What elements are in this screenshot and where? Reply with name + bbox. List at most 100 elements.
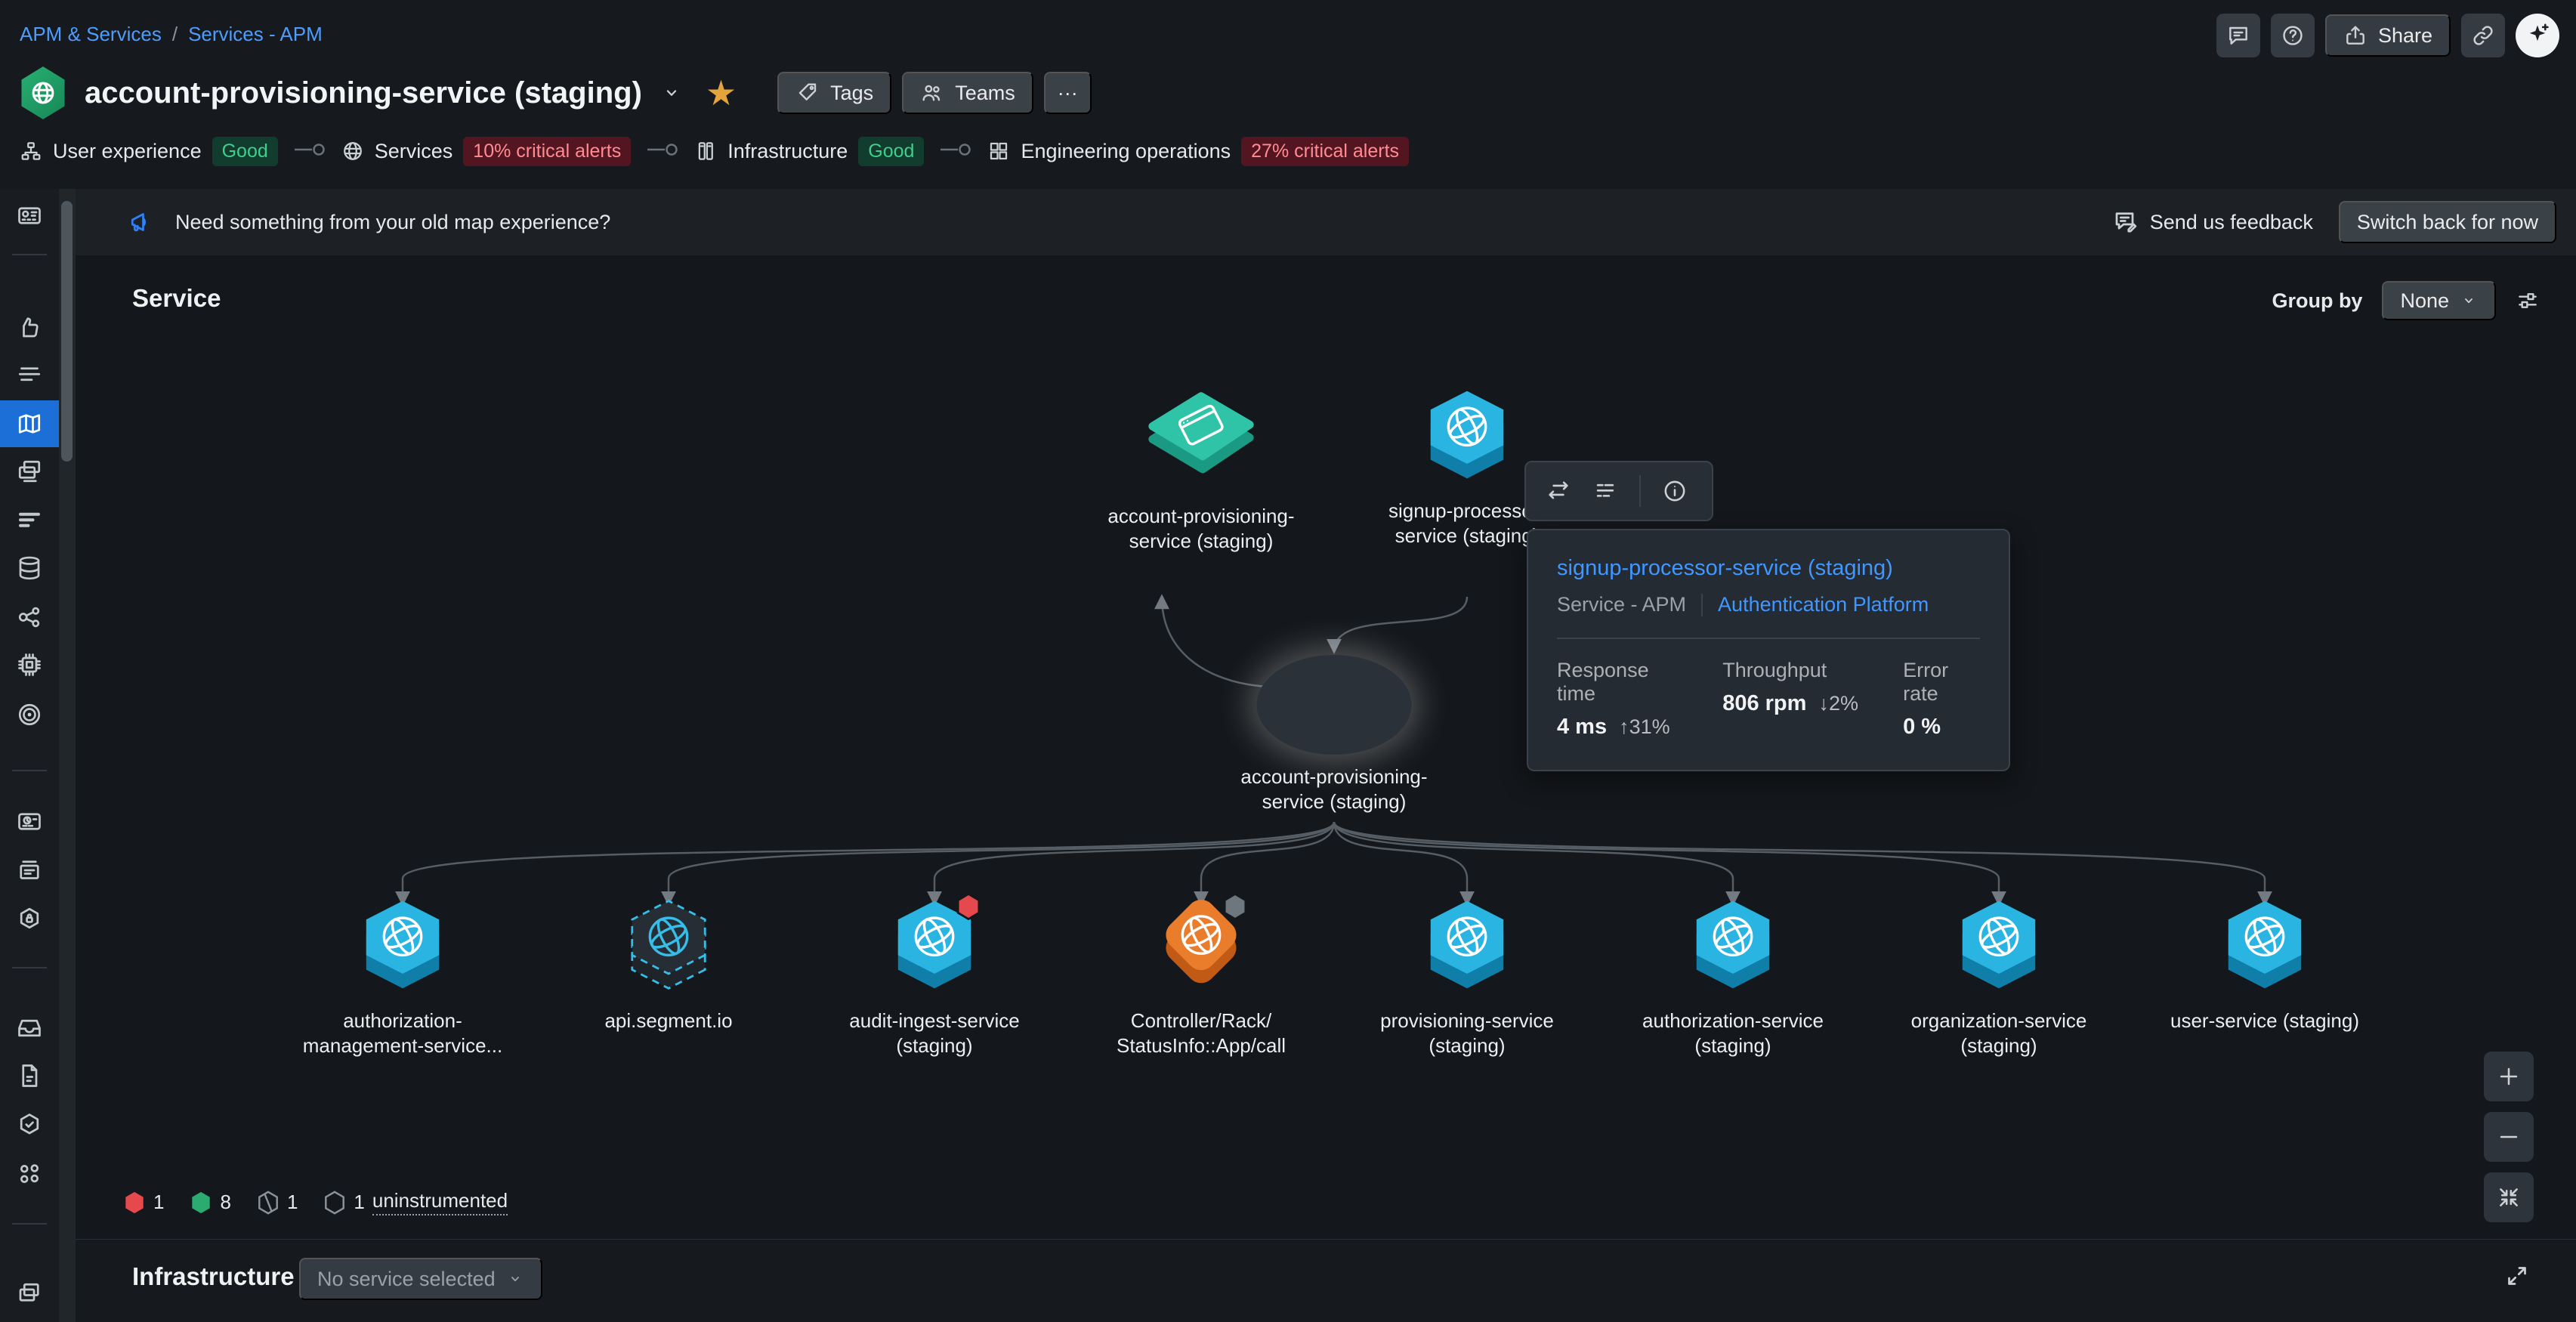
sidebar-item-database[interactable] xyxy=(0,545,59,592)
node-label: account-provisioning-service (staging) xyxy=(1240,765,1428,813)
infrastructure-service-select[interactable]: No service selected xyxy=(299,1258,542,1300)
switch-back-button[interactable]: Switch back for now xyxy=(2338,201,2556,243)
map-settings-button[interactable] xyxy=(2516,289,2540,313)
selected-node-halo xyxy=(1256,655,1412,755)
service-node-controller-rack-statusinfo-app-call[interactable]: Controller/Rack/StatusInfo::App/call xyxy=(1095,893,1307,1058)
service-node-signup-processor-service-staging[interactable]: signup-processor-service (staging) xyxy=(1361,386,1573,548)
zoom-out-button[interactable] xyxy=(2484,1112,2534,1162)
service-node-user-service-staging[interactable]: user-service (staging) xyxy=(2159,896,2371,1033)
service-node-account-provisioning-service-staging[interactable]: account-provisioning-service (staging) xyxy=(1228,652,1440,814)
node-label: user-service (staging) xyxy=(2170,1009,2359,1032)
dependency-connector-icon xyxy=(294,143,325,156)
service-node-icon xyxy=(897,900,971,989)
favorite-star-icon[interactable]: ★ xyxy=(705,73,737,113)
sidebar-item-document[interactable] xyxy=(0,1052,59,1099)
node-tooltip: signup-processor-service (staging) Servi… xyxy=(1527,529,2010,771)
share-button[interactable]: Share xyxy=(2324,14,2451,57)
sidebar-item-bars[interactable] xyxy=(0,497,59,544)
sidebar-item-copies[interactable] xyxy=(0,1271,59,1317)
expand-section-button[interactable] xyxy=(2500,1259,2534,1293)
document-icon xyxy=(22,1064,38,1087)
scorecard-user-experience[interactable]: User experience Good xyxy=(20,136,278,166)
bars-icon xyxy=(19,512,40,527)
breadcrumb-link-services-apm[interactable]: Services - APM xyxy=(188,23,323,45)
service-node-icon xyxy=(1696,900,1770,989)
scorecard-infrastructure[interactable]: Infrastructure Good xyxy=(694,136,925,166)
sidebar-item-chip[interactable] xyxy=(0,641,59,688)
infrastructure-section: Infrastructure No service selected xyxy=(76,1239,2576,1322)
service-node-authorization-service-staging[interactable]: authorization-service (staging) xyxy=(1627,896,1839,1058)
dashboard-icon xyxy=(18,207,41,224)
sidebar-item-target[interactable] xyxy=(0,691,59,738)
node-info-button[interactable] xyxy=(1662,478,1688,504)
scorecard-engineering-operations[interactable]: Engineering operations 27% critical alert… xyxy=(987,136,1410,166)
expand-icon xyxy=(2508,1267,2526,1285)
help-button[interactable] xyxy=(2270,14,2315,57)
sidebar-item-verified[interactable] xyxy=(0,1101,59,1148)
service-node-account-provisioning-service-staging[interactable]: account-provisioning-service (staging) xyxy=(1095,391,1307,554)
scorecard-label: Services xyxy=(374,139,453,162)
view-connections-button[interactable] xyxy=(1546,478,1571,504)
node-label: Controller/Rack/StatusInfo::App/call xyxy=(1116,1009,1286,1057)
service-map-edge xyxy=(1333,821,1475,907)
scorecard-connector xyxy=(646,140,679,163)
service-node-authorization-management-service...[interactable]: authorization-management-service... xyxy=(297,896,508,1058)
service-node-audit-ingest-service-staging[interactable]: audit-ingest-service (staging) xyxy=(829,893,1040,1058)
breadcrumb-link-apm-services[interactable]: APM & Services xyxy=(20,23,162,45)
service-node-icon xyxy=(1430,391,1504,479)
sidebar-item-windows[interactable] xyxy=(0,448,59,495)
filter-lines-icon xyxy=(1596,483,1614,497)
chat-button[interactable] xyxy=(2216,14,2260,57)
uninstrumented-link[interactable]: uninstrumented xyxy=(372,1189,508,1215)
monitor-icon xyxy=(18,813,41,830)
group-by-select[interactable]: None xyxy=(2382,281,2496,320)
database-icon xyxy=(19,556,40,580)
target-icon xyxy=(18,703,41,726)
service-node-api.segment.io[interactable]: api.segment.io xyxy=(563,896,774,1033)
copy-link-button[interactable] xyxy=(2461,14,2505,57)
view-traces-button[interactable] xyxy=(1592,478,1618,504)
page-title[interactable]: account-provisioning-service (staging) xyxy=(85,76,642,110)
share-icon xyxy=(2346,26,2364,45)
sidebar-item-thumbs-up[interactable] xyxy=(0,304,59,351)
sidebar-item-map[interactable] xyxy=(0,400,59,447)
fit-to-screen-button[interactable] xyxy=(2484,1172,2534,1222)
service-node-organization-service-staging[interactable]: organization-service (staging) xyxy=(1893,896,2105,1058)
scorecard-badge: Good xyxy=(858,136,925,166)
service-node-icon xyxy=(1148,392,1254,474)
send-feedback-link[interactable]: Send us feedback xyxy=(2112,208,2313,236)
service-node-provisioning-service-staging[interactable]: provisioning-service (staging) xyxy=(1361,896,1573,1058)
sidebar-item-dashboard[interactable] xyxy=(0,193,59,240)
teams-button[interactable]: Teams xyxy=(902,72,1033,114)
archive-icon xyxy=(20,860,39,879)
service-map-edge xyxy=(1194,821,1336,907)
metric-label: Response time xyxy=(1557,659,1649,705)
tooltip-team-link[interactable]: Authentication Platform xyxy=(1718,593,1929,616)
sidebar-item-inbox[interactable] xyxy=(0,1005,59,1052)
content-scrollbar[interactable] xyxy=(59,189,76,1322)
tags-button[interactable]: Tags xyxy=(777,72,892,114)
scorecard-services[interactable]: Services 10% critical alerts xyxy=(341,136,632,166)
hexagon-icon xyxy=(192,1191,211,1213)
scrollbar-thumb[interactable] xyxy=(61,201,73,462)
scorecard-label: Infrastructure xyxy=(727,139,848,162)
sidebar-item-monitor[interactable] xyxy=(0,799,59,846)
service-map-panel[interactable]: Service Group by None account-provisioni… xyxy=(76,255,2576,1239)
ai-assistant-button[interactable] xyxy=(2516,14,2559,57)
node-status-badge xyxy=(1223,893,1247,920)
sidebar-item-apps[interactable] xyxy=(0,1151,59,1197)
tooltip-service-link[interactable]: signup-processor-service (staging) xyxy=(1557,556,1893,580)
sidebar-item-archive[interactable] xyxy=(0,847,59,894)
sidebar-divider xyxy=(12,967,47,968)
infrastructure-heading: Infrastructure xyxy=(132,1262,295,1290)
inbox-icon xyxy=(18,1019,41,1037)
sidebar-item-notebook[interactable] xyxy=(0,351,59,398)
zoom-in-button[interactable] xyxy=(2484,1052,2534,1101)
chip-icon xyxy=(18,653,41,676)
scorecard-label: User experience xyxy=(53,139,202,162)
more-button[interactable]: ··· xyxy=(1043,72,1092,114)
verified-icon xyxy=(20,1114,39,1135)
sidebar-item-network[interactable] xyxy=(0,594,59,641)
chevron-down-icon[interactable] xyxy=(660,82,683,104)
sidebar-item-security[interactable] xyxy=(0,896,59,943)
